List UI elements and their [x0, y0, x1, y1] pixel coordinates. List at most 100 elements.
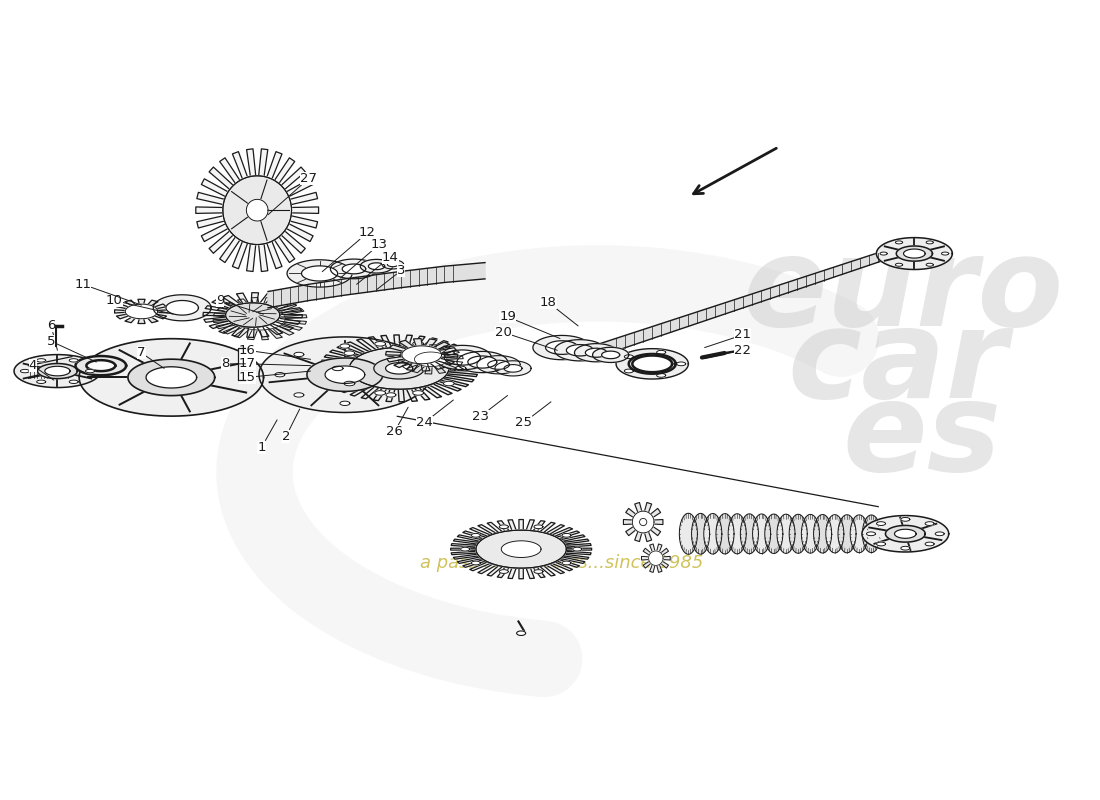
Polygon shape: [629, 354, 675, 374]
Polygon shape: [213, 298, 307, 340]
Polygon shape: [574, 344, 618, 362]
Polygon shape: [562, 534, 571, 538]
Text: 16: 16: [239, 344, 310, 359]
Polygon shape: [386, 362, 412, 374]
Polygon shape: [554, 340, 605, 361]
Text: 21: 21: [705, 329, 751, 347]
Polygon shape: [566, 345, 594, 356]
Text: 8: 8: [221, 358, 245, 370]
Polygon shape: [386, 352, 396, 357]
Polygon shape: [468, 356, 497, 368]
Polygon shape: [36, 380, 46, 383]
Polygon shape: [877, 522, 886, 526]
Polygon shape: [935, 532, 944, 536]
Polygon shape: [680, 514, 697, 554]
Polygon shape: [925, 522, 934, 526]
Polygon shape: [814, 514, 832, 553]
Text: 24: 24: [416, 400, 453, 429]
Text: a passion for parts...since 1985: a passion for parts...since 1985: [420, 554, 704, 572]
Polygon shape: [471, 534, 481, 538]
Polygon shape: [895, 263, 903, 266]
Polygon shape: [926, 241, 933, 244]
Polygon shape: [294, 393, 304, 397]
Polygon shape: [29, 357, 72, 378]
Text: 14: 14: [356, 250, 398, 284]
Polygon shape: [593, 347, 629, 362]
Polygon shape: [880, 252, 888, 255]
Polygon shape: [402, 346, 441, 364]
Text: 3: 3: [376, 264, 405, 290]
Polygon shape: [877, 238, 953, 270]
Polygon shape: [382, 260, 404, 269]
Polygon shape: [676, 362, 685, 366]
Polygon shape: [534, 570, 543, 574]
Polygon shape: [534, 525, 543, 529]
Polygon shape: [896, 246, 933, 261]
Polygon shape: [451, 519, 592, 578]
Polygon shape: [838, 514, 856, 553]
Polygon shape: [114, 299, 168, 323]
Polygon shape: [287, 260, 352, 287]
Polygon shape: [386, 338, 458, 371]
Text: 1: 1: [257, 420, 277, 454]
Polygon shape: [752, 514, 771, 554]
Text: 27: 27: [268, 172, 317, 214]
Polygon shape: [455, 366, 466, 370]
Polygon shape: [79, 338, 264, 416]
Polygon shape: [862, 515, 948, 552]
Polygon shape: [340, 401, 350, 406]
Polygon shape: [128, 359, 214, 396]
Polygon shape: [692, 514, 710, 554]
Polygon shape: [716, 514, 734, 554]
Polygon shape: [146, 366, 197, 388]
Polygon shape: [903, 249, 925, 258]
Polygon shape: [443, 351, 454, 355]
Text: 22: 22: [705, 344, 751, 358]
Polygon shape: [405, 373, 415, 377]
Polygon shape: [487, 360, 509, 370]
Text: 18: 18: [540, 296, 579, 326]
Text: 10: 10: [106, 294, 173, 314]
Polygon shape: [456, 351, 507, 373]
Text: 17: 17: [239, 358, 310, 370]
Polygon shape: [37, 363, 77, 378]
Polygon shape: [585, 348, 607, 358]
Polygon shape: [350, 347, 449, 390]
Polygon shape: [21, 370, 30, 373]
Polygon shape: [632, 355, 672, 372]
Text: 20: 20: [495, 326, 558, 350]
Polygon shape: [630, 354, 674, 373]
Polygon shape: [901, 546, 910, 550]
Polygon shape: [14, 354, 101, 387]
Polygon shape: [704, 514, 722, 554]
Polygon shape: [802, 514, 820, 553]
Polygon shape: [728, 514, 746, 554]
Polygon shape: [625, 369, 634, 373]
Text: 5: 5: [47, 334, 97, 362]
Ellipse shape: [517, 631, 526, 635]
Polygon shape: [275, 373, 285, 377]
Polygon shape: [204, 293, 302, 338]
Polygon shape: [657, 374, 665, 378]
Text: 26: 26: [386, 407, 408, 438]
Text: 12: 12: [322, 226, 376, 272]
Polygon shape: [657, 350, 665, 354]
Polygon shape: [502, 541, 541, 558]
Polygon shape: [504, 365, 522, 372]
Polygon shape: [495, 361, 531, 376]
Polygon shape: [360, 259, 393, 273]
Polygon shape: [433, 346, 492, 370]
Polygon shape: [616, 349, 689, 379]
Text: 2: 2: [282, 409, 299, 442]
Polygon shape: [895, 241, 903, 244]
Polygon shape: [375, 342, 385, 346]
Polygon shape: [532, 335, 591, 360]
Polygon shape: [499, 570, 508, 574]
Polygon shape: [850, 515, 868, 553]
Polygon shape: [226, 303, 279, 327]
Polygon shape: [324, 366, 365, 383]
Polygon shape: [942, 252, 948, 255]
Polygon shape: [196, 149, 319, 271]
Polygon shape: [398, 345, 463, 374]
Polygon shape: [867, 532, 876, 536]
